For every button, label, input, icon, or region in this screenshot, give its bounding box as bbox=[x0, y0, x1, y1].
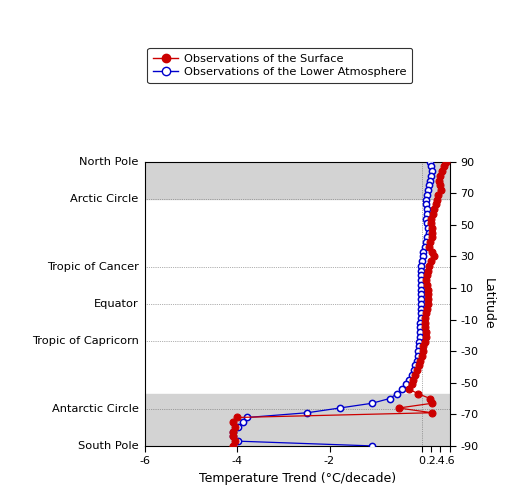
Text: Equator: Equator bbox=[94, 299, 139, 309]
Bar bbox=[145, 162, 450, 199]
Text: South Pole: South Pole bbox=[78, 441, 139, 451]
X-axis label: Temperature Trend (°C/decade): Temperature Trend (°C/decade) bbox=[199, 472, 396, 485]
Text: Tropic of Capricorn: Tropic of Capricorn bbox=[32, 336, 139, 346]
Legend: Observations of the Surface, Observations of the Lower Atmosphere: Observations of the Surface, Observation… bbox=[147, 48, 412, 83]
Bar bbox=[145, 394, 450, 446]
Text: Antarctic Circle: Antarctic Circle bbox=[52, 404, 139, 414]
Text: Arctic Circle: Arctic Circle bbox=[71, 194, 139, 204]
Text: North Pole: North Pole bbox=[79, 157, 139, 167]
Text: Tropic of Cancer: Tropic of Cancer bbox=[47, 262, 139, 271]
Y-axis label: Latitude: Latitude bbox=[482, 278, 495, 330]
